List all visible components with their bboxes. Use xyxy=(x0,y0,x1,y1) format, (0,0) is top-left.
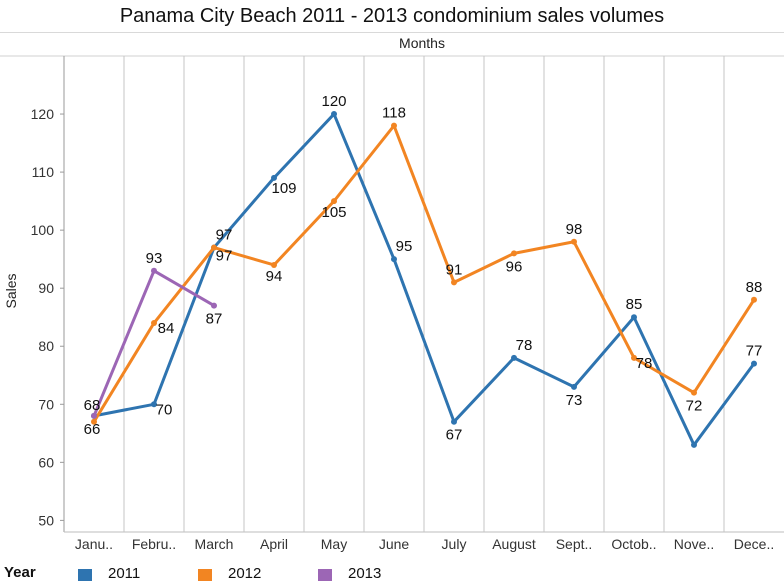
data-point-2012[interactable] xyxy=(331,198,337,205)
data-point-2012[interactable] xyxy=(451,279,457,286)
data-label-2012: 78 xyxy=(636,355,653,372)
data-label-2012: 91 xyxy=(446,261,463,278)
data-point-2011[interactable] xyxy=(571,383,577,390)
data-point-2011[interactable] xyxy=(331,111,337,118)
data-label-2012: 84 xyxy=(158,320,175,337)
x-tick-label: June xyxy=(379,536,410,552)
legend-title: Year xyxy=(4,564,36,581)
x-tick-label: Sept.. xyxy=(556,536,593,552)
data-point-2012[interactable] xyxy=(511,250,517,257)
data-label-2011: 120 xyxy=(321,93,346,110)
data-point-2011[interactable] xyxy=(391,256,397,263)
y-tick-label: 80 xyxy=(38,338,54,354)
y-tick-label: 60 xyxy=(38,454,54,470)
series-line-2011 xyxy=(92,112,756,447)
data-point-2013[interactable] xyxy=(91,412,97,419)
data-point-2012[interactable] xyxy=(691,389,697,396)
data-point-2013[interactable] xyxy=(151,267,157,274)
legend: Year 2011 2012 2013 xyxy=(0,562,784,584)
series-line-2012 xyxy=(92,124,756,424)
x-tick-label: March xyxy=(195,536,234,552)
data-point-2012[interactable] xyxy=(91,418,97,425)
data-label-2012: 94 xyxy=(266,268,283,285)
data-point-2012[interactable] xyxy=(391,122,397,129)
data-label-2011: 85 xyxy=(626,296,643,313)
x-axis-title: Months xyxy=(399,35,445,51)
data-label-2012: 72 xyxy=(686,398,703,415)
data-point-2011[interactable] xyxy=(511,354,517,361)
legend-swatch-2013 xyxy=(318,569,332,581)
data-point-2011[interactable] xyxy=(691,441,697,448)
data-label-2012: 98 xyxy=(566,221,583,238)
y-tick-label: 110 xyxy=(32,164,55,180)
data-point-2011[interactable] xyxy=(151,401,157,408)
data-point-2011[interactable] xyxy=(751,360,757,367)
data-point-2011[interactable] xyxy=(451,418,457,425)
x-tick-label: Febru.. xyxy=(132,536,176,552)
data-label-2012: 118 xyxy=(382,105,406,122)
data-label-2012: 105 xyxy=(321,204,346,221)
x-tick-label: May xyxy=(321,536,347,552)
data-label-2011: 78 xyxy=(516,337,533,354)
data-point-2012[interactable] xyxy=(211,244,217,251)
data-point-2011[interactable] xyxy=(271,174,277,181)
y-axis-title: Sales xyxy=(3,273,19,308)
data-label-2011: 97 xyxy=(216,248,233,265)
chart-plot: 50 60 70 80 90 100 110 120 Janu.. Febru.. March Apr… xyxy=(0,35,784,552)
data-label-2011: 73 xyxy=(566,392,583,409)
data-point-2013[interactable] xyxy=(211,302,217,309)
x-tick-label: April xyxy=(260,536,288,552)
y-tick-label: 70 xyxy=(38,396,54,412)
data-label-2013: 87 xyxy=(206,311,223,328)
y-tick-label: 90 xyxy=(38,280,54,296)
data-point-2012[interactable] xyxy=(751,296,757,303)
y-tick-label: 100 xyxy=(31,222,55,238)
data-label-2013: 93 xyxy=(146,250,163,267)
data-point-2012[interactable] xyxy=(271,261,277,268)
data-point-2012[interactable] xyxy=(631,354,637,361)
data-label-2013: 68 xyxy=(84,397,101,414)
y-tick-label: 50 xyxy=(38,512,54,528)
data-label-2012: 96 xyxy=(506,258,523,275)
x-tick-label: Nove.. xyxy=(674,536,714,552)
legend-label-2012: 2012 xyxy=(228,565,262,582)
data-label-2011: 70 xyxy=(156,401,173,418)
legend-swatch-2012 xyxy=(198,569,212,581)
data-label-2011: 77 xyxy=(746,343,763,360)
data-label-2011: 95 xyxy=(396,238,413,255)
y-tick-label: 120 xyxy=(31,106,55,122)
data-point-2012[interactable] xyxy=(571,238,577,245)
x-tick-label: August xyxy=(492,536,536,552)
data-point-2011[interactable] xyxy=(631,314,637,321)
x-tick-label: July xyxy=(442,536,467,552)
data-label-2011: 109 xyxy=(271,180,296,197)
x-tick-label: Janu.. xyxy=(75,536,113,552)
data-label-2011: 66 xyxy=(84,421,101,438)
data-point-2012[interactable] xyxy=(151,320,157,327)
legend-label-2011: 2011 xyxy=(108,565,141,582)
data-label-2011: 67 xyxy=(446,427,463,444)
data-label-2012: 88 xyxy=(746,279,763,296)
legend-swatch-2011 xyxy=(78,569,92,581)
legend-label-2013: 2013 xyxy=(348,565,382,582)
data-label-2012: 97 xyxy=(216,227,233,244)
chart-title: Panama City Beach 2011 - 2013 condominiu… xyxy=(0,0,784,33)
x-tick-label: Octob.. xyxy=(611,536,656,552)
x-tick-label: Dece.. xyxy=(734,536,774,552)
